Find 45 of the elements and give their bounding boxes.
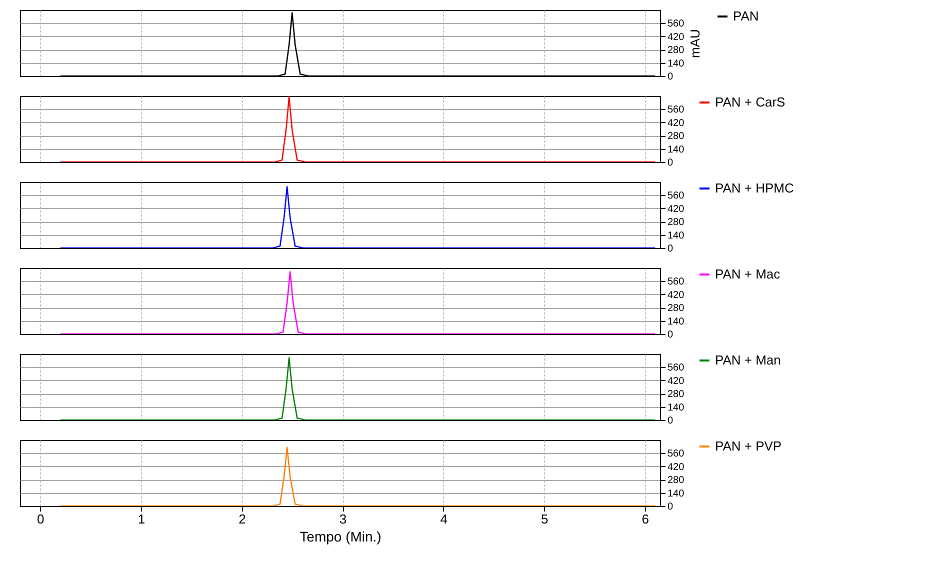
y-tick-label: 140 [668, 58, 685, 70]
y-axis-title: mAU [688, 29, 702, 58]
y-tick-label: 140 [668, 488, 685, 500]
y-tick-label: 140 [668, 230, 685, 242]
y-tick-label: 140 [668, 144, 685, 156]
y-tick-label: 0 [668, 158, 674, 168]
y-tick-label: 140 [668, 402, 685, 414]
x-axis-title: Tempo (Min.) [300, 528, 382, 544]
y-tick-label: 280 [668, 303, 685, 314]
y-tick-label: 0 [668, 416, 674, 426]
y-tick-label: 280 [668, 217, 685, 228]
y-tick-label: 560 [668, 362, 685, 374]
y-tick-label: 420 [668, 290, 685, 301]
legend-label: PAN [733, 8, 759, 24]
legend-label: PAN + CarS [715, 94, 786, 110]
x-tick-label: 1 [138, 512, 146, 526]
legend-label: PAN + Mac [715, 266, 781, 282]
legend-label: PAN + PVP [715, 438, 782, 454]
x-tick-label: 0 [37, 512, 44, 526]
x-tick-label: 3 [339, 512, 347, 526]
y-tick-label: 280 [668, 131, 685, 142]
y-tick-label: 0 [668, 330, 674, 340]
y-tick-label: 420 [668, 118, 685, 129]
y-tick-label: 280 [668, 389, 685, 400]
y-tick-label: 560 [668, 276, 685, 288]
legend-label: PAN + HPMC [715, 180, 794, 196]
x-tick-label: 4 [440, 512, 448, 526]
y-tick-label: 560 [668, 18, 685, 30]
legend-label: PAN + Man [715, 352, 781, 368]
y-tick-label: 560 [668, 448, 685, 460]
y-tick-label: 140 [668, 316, 685, 328]
y-tick-label: 420 [668, 462, 685, 473]
y-tick-label: 420 [668, 204, 685, 215]
x-tick-label: 5 [540, 512, 548, 526]
y-tick-label: 280 [668, 45, 685, 56]
y-tick-label: 560 [668, 190, 685, 202]
x-tick-label: 6 [642, 512, 649, 526]
y-tick-label: 560 [668, 104, 685, 116]
y-tick-label: 420 [668, 32, 685, 43]
x-tick-label: 2 [238, 512, 246, 526]
y-tick-label: 420 [668, 376, 685, 387]
y-tick-label: 0 [668, 72, 674, 82]
y-tick-label: 0 [668, 502, 674, 512]
y-tick-label: 280 [668, 475, 685, 486]
y-tick-label: 0 [668, 244, 674, 254]
